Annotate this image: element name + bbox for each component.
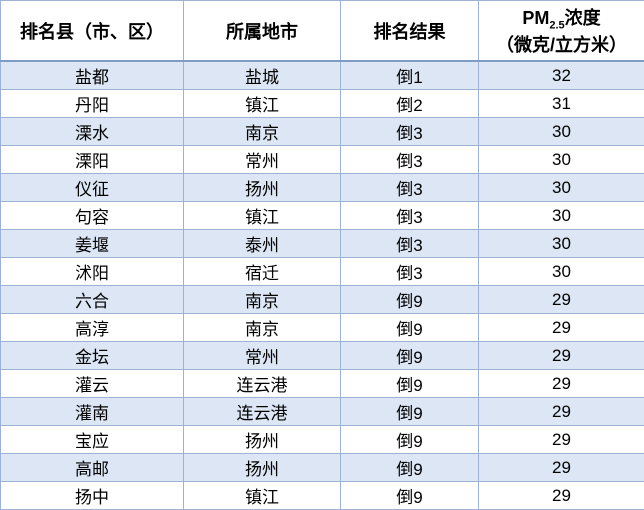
table-cell: 灌南 bbox=[1, 398, 184, 426]
table-cell: 29 bbox=[479, 342, 644, 370]
table-cell: 泰州 bbox=[184, 230, 341, 258]
table-cell: 倒9 bbox=[341, 482, 479, 510]
table-cell: 金坛 bbox=[1, 342, 184, 370]
table-cell: 连云港 bbox=[184, 398, 341, 426]
header-row: 排名县（市、区） 所属地市 排名结果 PM2.5浓度 （微克/立方米） bbox=[1, 1, 644, 62]
header-cell: 所属地市 bbox=[184, 1, 341, 62]
table-cell: 倒9 bbox=[341, 314, 479, 342]
table-cell: 倒2 bbox=[341, 90, 479, 118]
table-cell: 倒9 bbox=[341, 286, 479, 314]
table-cell: 常州 bbox=[184, 146, 341, 174]
table-cell: 倒1 bbox=[341, 61, 479, 90]
table-cell: 倒9 bbox=[341, 454, 479, 482]
table-cell: 扬州 bbox=[184, 454, 341, 482]
table-cell: 镇江 bbox=[184, 202, 341, 230]
table-header: 排名县（市、区） 所属地市 排名结果 PM2.5浓度 （微克/立方米） bbox=[1, 1, 644, 62]
table-cell: 南京 bbox=[184, 314, 341, 342]
table-cell: 盐都 bbox=[1, 61, 184, 90]
header-unit: （微克/立方米） bbox=[496, 35, 627, 55]
table-cell: 倒3 bbox=[341, 258, 479, 286]
table-cell: 30 bbox=[479, 202, 644, 230]
table-cell: 南京 bbox=[184, 286, 341, 314]
table-cell: 30 bbox=[479, 146, 644, 174]
table-cell: 六合 bbox=[1, 286, 184, 314]
table-cell: 倒9 bbox=[341, 370, 479, 398]
table-cell: 倒3 bbox=[341, 202, 479, 230]
table-cell: 扬州 bbox=[184, 174, 341, 202]
table-cell: 倒3 bbox=[341, 118, 479, 146]
table-cell: 姜堰 bbox=[1, 230, 184, 258]
table-cell: 连云港 bbox=[184, 370, 341, 398]
table-cell: 30 bbox=[479, 230, 644, 258]
table-cell: 扬州 bbox=[184, 426, 341, 454]
header-cell: 排名结果 bbox=[341, 1, 479, 62]
table-cell: 倒3 bbox=[341, 174, 479, 202]
table-cell: 31 bbox=[479, 90, 644, 118]
table-cell: 宝应 bbox=[1, 426, 184, 454]
table-cell: 30 bbox=[479, 118, 644, 146]
table-cell: 29 bbox=[479, 398, 644, 426]
table-cell: 镇江 bbox=[184, 482, 341, 510]
table-cell: 29 bbox=[479, 482, 644, 510]
table-cell: 盐城 bbox=[184, 61, 341, 90]
table-cell: 29 bbox=[479, 370, 644, 398]
table-cell: 镇江 bbox=[184, 90, 341, 118]
table-cell: 倒3 bbox=[341, 146, 479, 174]
table-cell: 高邮 bbox=[1, 454, 184, 482]
table-cell: 倒9 bbox=[341, 398, 479, 426]
table-cell: 32 bbox=[479, 61, 644, 90]
table-cell: 29 bbox=[479, 314, 644, 342]
table-cell: 常州 bbox=[184, 342, 341, 370]
table-cell: 扬中 bbox=[1, 482, 184, 510]
table-cell: 倒3 bbox=[341, 230, 479, 258]
header-text: PM bbox=[522, 8, 549, 28]
table-cell: 溧水 bbox=[1, 118, 184, 146]
table-cell: 丹阳 bbox=[1, 90, 184, 118]
header-text: 浓度 bbox=[565, 8, 601, 28]
table-cell: 南京 bbox=[184, 118, 341, 146]
header-cell: PM2.5浓度 （微克/立方米） bbox=[479, 1, 644, 62]
header-subscript: 2.5 bbox=[549, 19, 564, 31]
table-cell: 倒9 bbox=[341, 342, 479, 370]
table-cell: 倒9 bbox=[341, 426, 479, 454]
table-cell: 29 bbox=[479, 454, 644, 482]
table-cell: 30 bbox=[479, 258, 644, 286]
table-cell: 句容 bbox=[1, 202, 184, 230]
table-cell: 仪征 bbox=[1, 174, 184, 202]
table-cell: 29 bbox=[479, 426, 644, 454]
header-cell: 排名县（市、区） bbox=[1, 1, 184, 62]
table-cell: 高淳 bbox=[1, 314, 184, 342]
table-cell: 灌云 bbox=[1, 370, 184, 398]
table-cell: 30 bbox=[479, 174, 644, 202]
table-cell: 溧阳 bbox=[1, 146, 184, 174]
table-cell: 沭阳 bbox=[1, 258, 184, 286]
table-cell: 宿迁 bbox=[184, 258, 341, 286]
table-cell: 29 bbox=[479, 286, 644, 314]
